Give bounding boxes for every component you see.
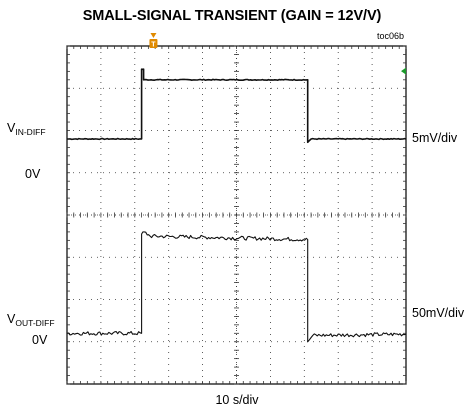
vout-scale-label: 50mV/div [412,306,464,320]
trigger-arrow-icon [150,33,156,38]
trigger-marker-label: T [151,42,156,49]
x-axis-label: 10 s/div [0,393,464,407]
vin-scale-label: 5mV/div [412,131,457,145]
vin-diff-trace [67,69,406,142]
markers: T [149,33,406,75]
vin-zero-label: 0V [25,167,40,181]
vout-diff-label: VOUT-DIFF [7,312,55,328]
vout-zero-label: 0V [32,333,47,347]
ground-level-icon [401,68,406,75]
vin-diff-label: VIN-DIFF [7,121,46,137]
